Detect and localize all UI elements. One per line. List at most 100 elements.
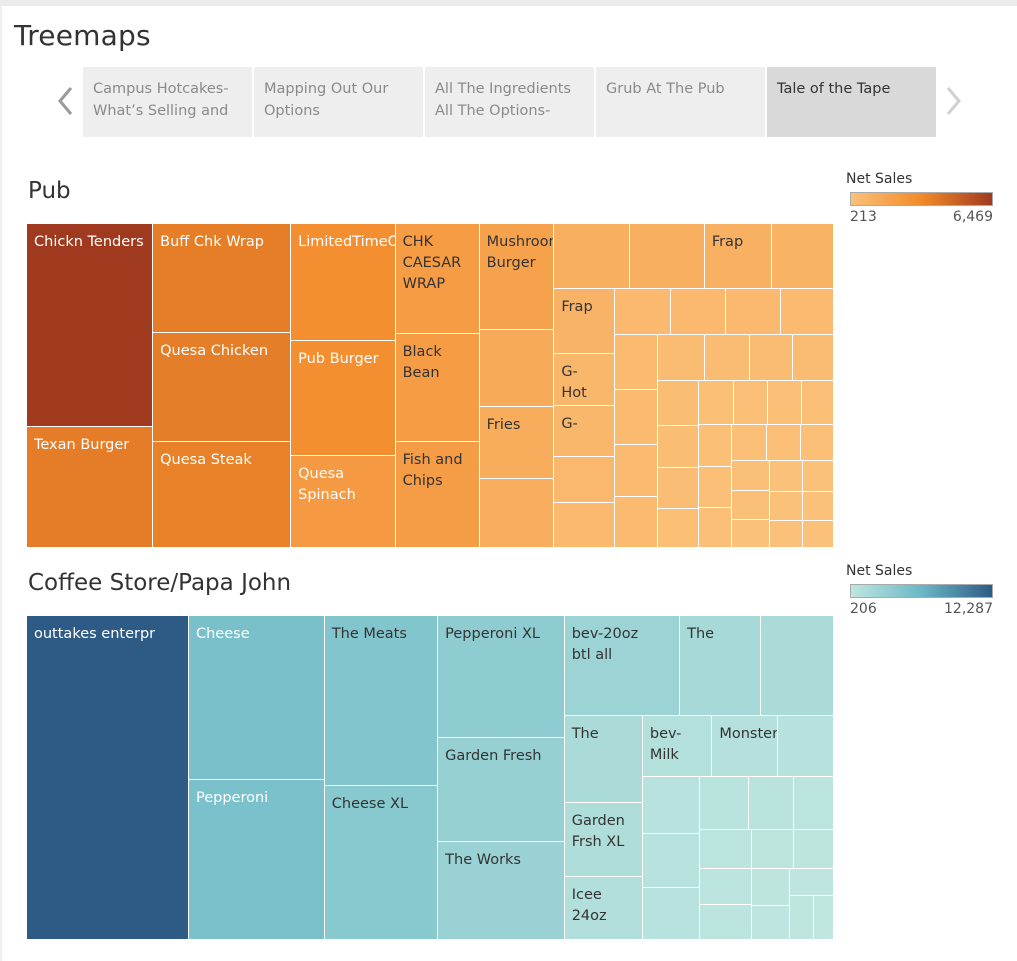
treemap-cell[interactable]: G- Hot <box>554 353 615 407</box>
treemap-cell[interactable] <box>769 460 803 493</box>
treemap-cell[interactable] <box>801 381 834 425</box>
treemap-cell[interactable] <box>642 777 701 835</box>
treemap-cell[interactable] <box>614 335 659 391</box>
treemap-cell[interactable] <box>554 224 631 289</box>
treemap-cell[interactable]: Pub Burger <box>291 340 396 457</box>
treemap-cell[interactable] <box>726 288 782 336</box>
treemap-cell[interactable]: Monster <box>712 715 779 778</box>
treemap-cell[interactable]: LimitedTimeOffer <box>291 224 396 341</box>
treemap-cell[interactable] <box>698 467 732 509</box>
story-tab-tale-of-the-tape[interactable]: Tale of the Tape <box>767 67 936 137</box>
treemap-cell[interactable] <box>658 381 699 426</box>
treemap-cell[interactable] <box>658 335 705 382</box>
treemap-cell[interactable] <box>734 381 769 425</box>
story-tab-mapping-out[interactable]: Mapping Out Our Options <box>254 67 423 137</box>
treemap-cell[interactable] <box>704 335 750 382</box>
treemap-cell[interactable] <box>642 834 701 888</box>
treemap-cell[interactable] <box>614 390 659 445</box>
treemap-cell[interactable]: Mushroom Burger <box>479 224 555 330</box>
treemap-cell[interactable]: The Works <box>438 842 565 940</box>
treemap-cell[interactable] <box>803 520 834 548</box>
previous-story-arrow-icon[interactable] <box>55 84 77 118</box>
treemap-cell[interactable] <box>803 492 834 521</box>
treemap-cell[interactable] <box>748 777 794 831</box>
treemap-cell[interactable]: Garden Fresh <box>438 737 565 843</box>
treemap-cell[interactable] <box>658 468 699 510</box>
treemap-cell[interactable]: Cheese <box>188 616 325 780</box>
treemap-cell[interactable] <box>731 424 767 461</box>
treemap-cell[interactable] <box>614 497 659 548</box>
treemap-cell[interactable]: Frap <box>554 288 615 354</box>
treemap-cell[interactable]: CHK CAESAR WRAP <box>395 224 480 334</box>
treemap-cell[interactable]: Pepperoni <box>188 779 325 940</box>
story-tab-campus-hotcakes[interactable]: Campus Hotcakes- What’s Selling and <box>83 67 252 137</box>
treemap-cell[interactable] <box>802 460 834 493</box>
treemap-cell[interactable] <box>789 868 834 896</box>
story-tab-all-the-ingredients[interactable]: All The Ingredients All The Options- <box>425 67 594 137</box>
treemap-cell[interactable] <box>814 895 834 940</box>
treemap-cell[interactable]: Garden Frsh XL <box>564 803 643 878</box>
treemap-cell[interactable] <box>792 335 834 382</box>
treemap-cell[interactable] <box>778 715 834 778</box>
treemap-cell[interactable] <box>771 224 834 289</box>
treemap-cell[interactable]: The Meats <box>324 616 439 786</box>
treemap-cell-label: Garden Fresh <box>445 747 542 764</box>
treemap-cell[interactable] <box>479 329 555 407</box>
treemap-cell[interactable] <box>731 520 770 548</box>
treemap-cell[interactable] <box>751 906 790 940</box>
treemap-cell[interactable]: Buff Chk Wrap <box>153 224 292 333</box>
treemap-cell[interactable] <box>670 288 727 336</box>
story-tab-grub-at-the-pub[interactable]: Grub At The Pub <box>596 67 765 137</box>
treemap-cell[interactable]: Quesa Chicken <box>153 332 292 443</box>
treemap-cell[interactable] <box>614 288 671 336</box>
treemap-cell[interactable] <box>479 479 555 548</box>
treemap-cell[interactable] <box>658 425 699 469</box>
treemap-cell[interactable]: Pepperoni XL <box>438 616 565 738</box>
treemap-cell[interactable] <box>751 830 795 869</box>
treemap-cell[interactable] <box>794 830 834 869</box>
treemap-cell[interactable] <box>630 224 705 289</box>
treemap-cell[interactable]: Fries <box>479 406 555 480</box>
treemap-cell[interactable] <box>801 424 834 461</box>
treemap-cell[interactable] <box>698 424 732 468</box>
treemap-cell[interactable] <box>700 777 749 831</box>
treemap-cell[interactable]: Black Bean <box>395 333 480 443</box>
treemap-cell[interactable] <box>781 288 834 336</box>
treemap-cell[interactable] <box>698 508 732 548</box>
treemap-cell[interactable] <box>761 616 834 716</box>
treemap-cell[interactable] <box>700 905 752 940</box>
treemap-cell[interactable]: G- <box>554 406 615 458</box>
treemap-cell[interactable]: Chickn Tenders <box>27 224 154 427</box>
treemap-cell[interactable]: outtakes enterpr <box>27 616 189 940</box>
treemap-cell[interactable]: Texan Burger <box>27 426 154 548</box>
treemap-cell[interactable]: bev-Milk <box>642 715 713 778</box>
treemap-cell[interactable] <box>751 868 790 907</box>
treemap-cell[interactable] <box>731 490 770 520</box>
treemap-cell[interactable] <box>700 830 752 870</box>
treemap-cell[interactable] <box>700 869 752 906</box>
treemap-cell[interactable] <box>731 460 770 491</box>
treemap-cell[interactable]: The <box>564 715 643 804</box>
treemap-cell[interactable] <box>554 457 615 504</box>
treemap-cell[interactable]: Frap <box>704 224 772 289</box>
treemap-cell[interactable] <box>793 777 834 831</box>
treemap-cell[interactable] <box>698 381 735 425</box>
treemap-cell[interactable]: The <box>680 616 762 716</box>
treemap-cell[interactable] <box>766 424 801 461</box>
treemap-cell[interactable]: Cheese XL <box>324 785 439 940</box>
treemap-cell[interactable]: Quesa Spinach <box>291 456 396 548</box>
treemap-cell[interactable] <box>614 444 659 498</box>
next-story-arrow-icon[interactable] <box>942 84 964 118</box>
treemap-cell[interactable]: bev-20oz btl all <box>564 616 681 716</box>
treemap-cell[interactable] <box>789 895 815 940</box>
treemap-cell[interactable] <box>769 520 804 548</box>
treemap-cell[interactable] <box>768 381 802 425</box>
treemap-cell[interactable]: Quesa Steak <box>153 442 292 548</box>
treemap-cell[interactable] <box>554 503 615 548</box>
treemap-cell[interactable] <box>749 335 793 382</box>
treemap-cell[interactable]: Fish and Chips <box>395 442 480 548</box>
treemap-cell[interactable] <box>769 492 804 521</box>
treemap-cell[interactable] <box>658 509 699 548</box>
treemap-cell[interactable]: Icee 24oz <box>564 877 643 940</box>
treemap-cell[interactable] <box>642 887 701 940</box>
